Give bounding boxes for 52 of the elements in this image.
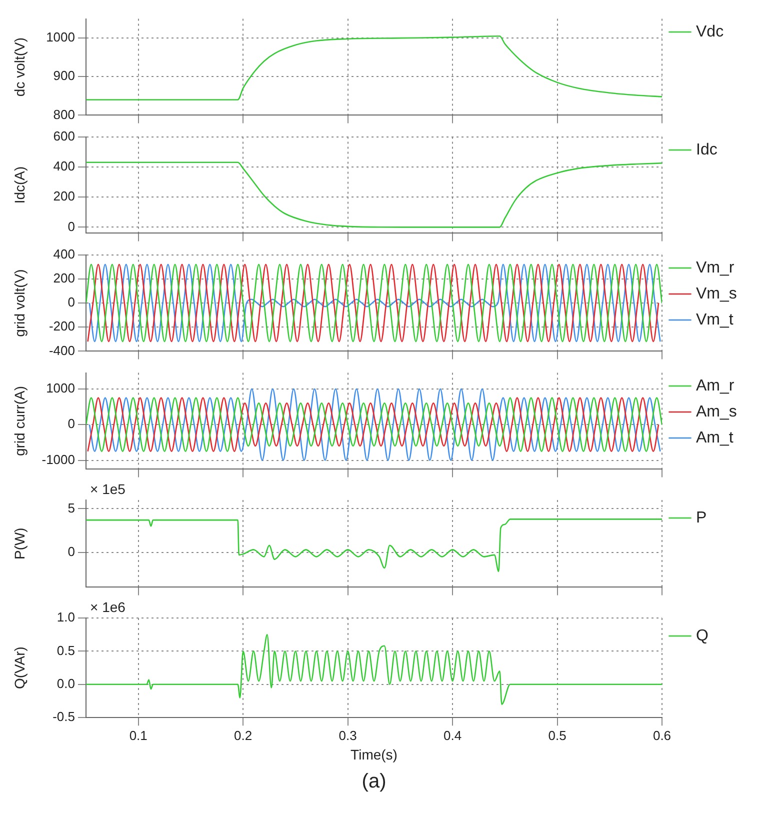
legend-label: Am_t	[696, 429, 734, 446]
y-tick-label: 0	[68, 294, 75, 310]
y-tick-label: 0	[68, 218, 75, 234]
line-series	[86, 518, 662, 572]
y-tick-label: 1000	[46, 380, 75, 396]
y-tick-label: 800	[53, 106, 75, 122]
x-tick-label: 0.2	[234, 728, 252, 743]
y-axis-title: Idc(A)	[11, 166, 28, 204]
legend-label: Vm_t	[696, 311, 734, 328]
x-tick-label: 0.3	[338, 728, 357, 743]
legend-label: Vm_r	[696, 259, 735, 276]
x-tick-label: 0.5	[548, 728, 566, 743]
legend-label: Vdc	[696, 23, 724, 40]
line-series	[86, 162, 662, 228]
legend-label: P	[696, 509, 707, 526]
y-tick-label: 200	[53, 188, 75, 204]
y-tick-label: -1000	[42, 452, 75, 467]
y-tick-label: 0	[68, 416, 75, 432]
y-tick-label: 400	[53, 246, 75, 262]
legend-label: Am_r	[696, 377, 735, 394]
y-axis-title: dc volt(V)	[11, 37, 28, 97]
legend-label: Am_s	[696, 403, 737, 420]
text: × 1e5	[90, 480, 126, 497]
y-axis-title: grid volt(V)	[11, 269, 28, 337]
x-tick-label: 0.1	[129, 728, 148, 743]
y-tick-label: 1000	[46, 30, 75, 45]
y-axis-title: grid curr(A)	[11, 386, 28, 456]
y-tick-label: 900	[53, 68, 75, 84]
y-tick-label: -400	[48, 342, 75, 358]
y-tick-label: 0.5	[56, 642, 75, 658]
y-tick-label: 400	[53, 158, 75, 174]
legend-label: Idc	[696, 141, 718, 158]
line-series	[86, 36, 662, 100]
y-tick-label: 1.0	[56, 610, 75, 625]
text: (a)	[362, 770, 386, 793]
y-tick-label: 600	[53, 128, 75, 144]
text: × 1e6	[90, 598, 126, 615]
line-series	[88, 388, 661, 461]
y-axis-title: Q(VAr)	[11, 646, 28, 690]
y-axis-title: P(W)	[11, 528, 28, 560]
y-tick-label: -200	[48, 318, 75, 334]
x-tick-label: 0.4	[444, 728, 462, 743]
y-tick-label: 0	[68, 544, 75, 559]
y-tick-label: -0.5	[52, 709, 75, 724]
legend-label: Vm_s	[696, 285, 737, 302]
y-tick-label: 5	[68, 500, 75, 516]
y-tick-label: 0.0	[56, 676, 75, 691]
x-axis-title: Time(s)	[350, 746, 398, 762]
line-series	[86, 634, 662, 705]
y-tick-label: 200	[53, 270, 75, 286]
legend-label: Q	[696, 627, 708, 644]
x-tick-label: 0.6	[652, 728, 672, 743]
